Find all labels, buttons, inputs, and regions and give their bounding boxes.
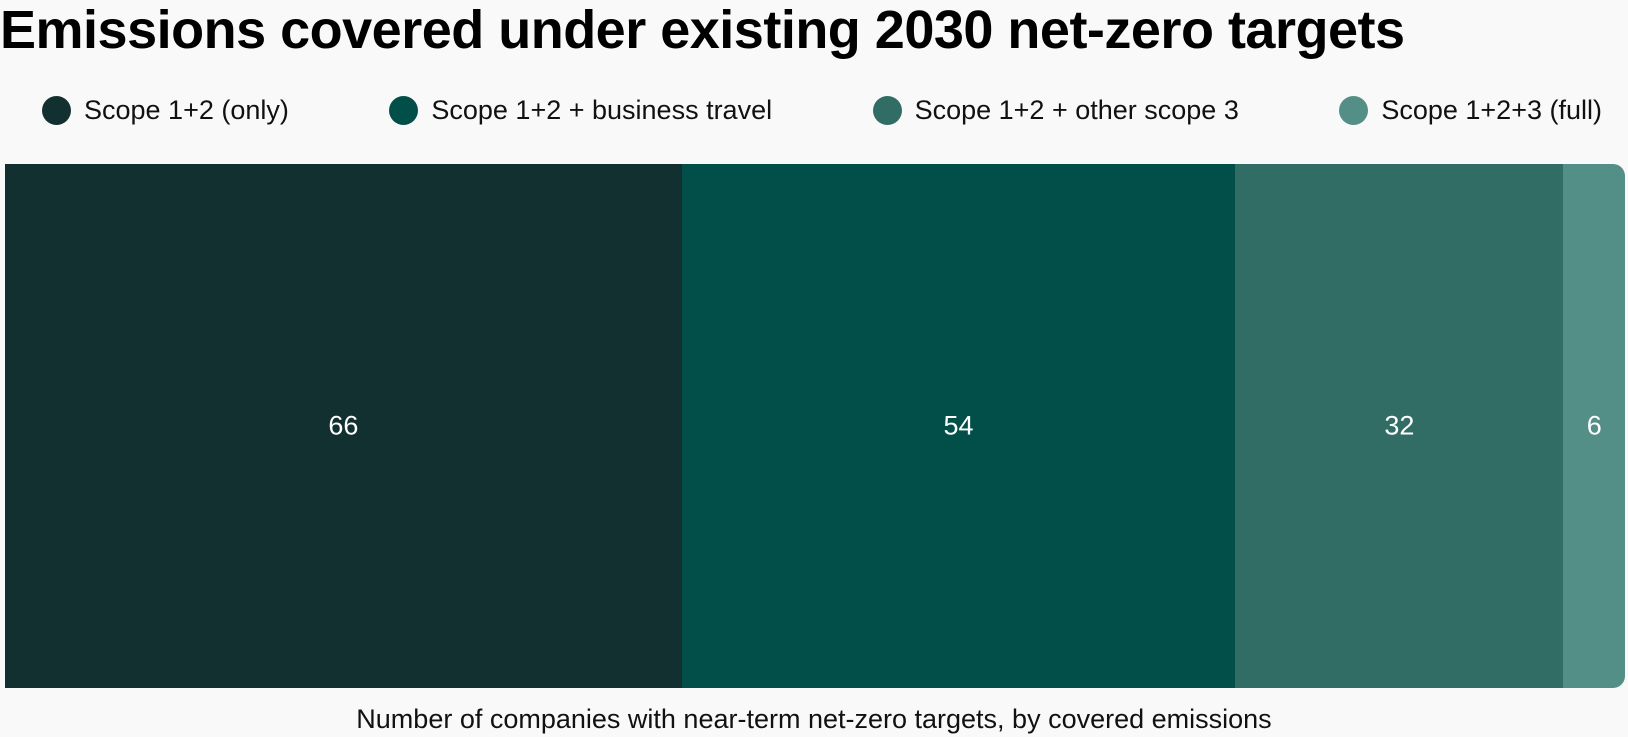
legend-swatch-circle-icon — [872, 95, 902, 125]
chart-title: Emissions covered under existing 2030 ne… — [0, 0, 1405, 60]
bar-value-label-2: 54 — [943, 410, 974, 441]
legend-label: Scope 1+2 (only) — [84, 94, 289, 125]
bar-value-label-4: 6 — [1586, 410, 1602, 441]
bar-value-label-3: 32 — [1384, 410, 1415, 441]
legend-swatch-circle-icon — [42, 95, 71, 125]
bar-segment-2 — [681, 164, 1236, 688]
bar-segment-3 — [1235, 164, 1564, 688]
legend: Scope 1+2 (only) Scope 1+2 + business tr… — [42, 88, 1602, 132]
chart-caption: Number of companies with near-term net-z… — [356, 704, 1272, 734]
legend-item-scope12-other-scope3: Scope 1+2 + other scope 3 — [872, 94, 1239, 126]
bar-segment-4 — [1563, 164, 1625, 688]
legend-label: Scope 1+2 + business travel — [431, 94, 773, 125]
legend-item-scope12-only: Scope 1+2 (only) — [42, 95, 289, 126]
legend-label: Scope 1+2 + other scope 3 — [914, 94, 1239, 125]
legend-label: Scope 1+2+3 (full) — [1381, 94, 1602, 125]
bar-value-label-1: 66 — [328, 410, 359, 441]
legend-swatch-circle-icon — [389, 95, 419, 125]
legend-item-scope123-full: Scope 1+2+3 (full) — [1339, 95, 1602, 126]
legend-swatch-circle-icon — [1339, 95, 1369, 125]
stacked-bar-plot-area: 66 54 32 6 — [5, 164, 1625, 688]
bar-segment-1 — [5, 164, 682, 688]
legend-item-scope12-business-travel: Scope 1+2 + business travel — [389, 95, 772, 126]
